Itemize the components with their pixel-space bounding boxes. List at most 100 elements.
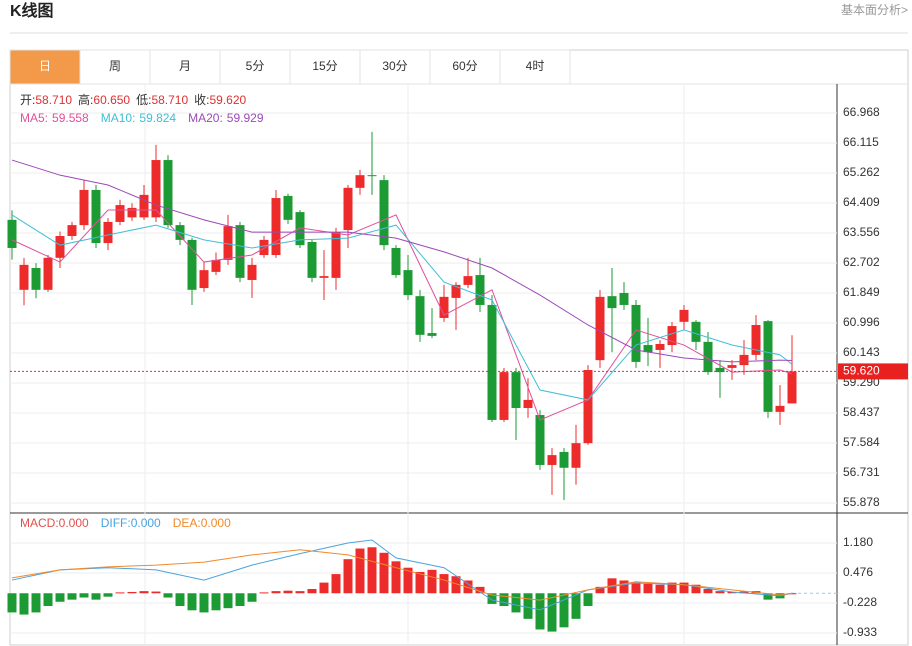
info-label: 开: [20, 93, 35, 107]
legend-value: 59.558 [52, 111, 89, 125]
candle-body [283, 195, 293, 220]
macd-bar [7, 593, 17, 613]
candle-body [211, 259, 221, 272]
macd-bar [739, 591, 749, 594]
series-line [11, 159, 793, 363]
macd-bar [139, 591, 149, 594]
tab-label: 30分 [382, 59, 407, 73]
candle-body [367, 175, 377, 177]
tab[interactable] [9, 49, 81, 85]
macd-bar [31, 593, 41, 613]
candle-body [67, 225, 77, 237]
legend-value: 59.824 [139, 111, 176, 125]
y-tick-label: 61.849 [843, 285, 880, 299]
y-tick-label: 62.702 [843, 255, 880, 269]
legend-value: 0.000 [131, 516, 161, 530]
macd-bar [583, 593, 593, 607]
macd-bar [271, 591, 281, 594]
macd-bar [703, 588, 713, 594]
y-tick-label: -0.933 [843, 625, 877, 639]
macd-bar [511, 593, 521, 613]
candle-body [319, 276, 329, 278]
macd-bar [643, 583, 653, 594]
macd-bar [499, 593, 509, 607]
candle-body [163, 160, 173, 226]
macd-bar [283, 590, 293, 594]
macd-bar [247, 593, 257, 602]
macd-bar [331, 574, 341, 594]
last-price-label: 59.620 [843, 364, 880, 378]
candle-body [271, 198, 281, 256]
candle-body [667, 326, 677, 346]
y-tick-label: 64.409 [843, 195, 880, 209]
tab[interactable] [429, 49, 501, 85]
candle-body [103, 221, 113, 244]
analysis-link[interactable]: 基本面分析> [841, 3, 908, 17]
candle-body [727, 365, 737, 368]
series-line [11, 209, 793, 421]
candle-body [43, 257, 53, 290]
tab[interactable] [499, 49, 571, 85]
macd-legend: MACD:0.000 DIFF:0.000 DEA:0.000 [20, 516, 231, 530]
ohlc-info: 开:58.710 高:60.650 低:58.710 收:59.620 [20, 92, 247, 107]
candle-body [115, 205, 125, 222]
candle-body [643, 345, 653, 353]
macd-bar [115, 592, 125, 594]
candle-body [595, 296, 605, 361]
macd-bar [631, 582, 641, 594]
macd-bar [307, 588, 317, 594]
macd-bar [223, 593, 233, 609]
candle-body [415, 296, 425, 335]
tab[interactable] [149, 49, 221, 85]
macd-bar [403, 567, 413, 594]
info-label: 高: [78, 92, 93, 107]
macd-bar [451, 576, 461, 594]
candle-body [499, 372, 509, 420]
macd-bar [367, 547, 377, 594]
candle-body [475, 275, 485, 305]
series-line [11, 539, 793, 611]
macd-bar [547, 593, 557, 632]
candle-body [739, 354, 749, 366]
macd-bar [127, 591, 137, 594]
tab-label: 周 [109, 59, 121, 73]
y-tick-label: 0.476 [843, 565, 873, 579]
macd-bar [55, 593, 65, 602]
macd-bar [163, 593, 173, 598]
y-tick-label: 65.262 [843, 165, 880, 179]
tab-label: 5分 [246, 59, 265, 73]
candle-body [55, 236, 65, 258]
y-tick-label: 55.878 [843, 495, 880, 509]
macd-bar [103, 593, 113, 597]
macd-bar [379, 552, 389, 594]
macd-bar [19, 593, 29, 615]
tab[interactable] [289, 49, 361, 85]
legend-value: 0.000 [201, 516, 231, 530]
tab[interactable] [219, 49, 291, 85]
y-tick-label: 60.996 [843, 315, 880, 329]
candle-body [307, 241, 317, 278]
macd-bar [175, 593, 185, 607]
macd-bar [391, 561, 401, 594]
candle-body [295, 212, 305, 246]
candle-body [151, 160, 161, 218]
info-value: 58.710 [151, 93, 188, 107]
macd-bar [535, 593, 545, 630]
legend-name: MA20: [188, 111, 223, 125]
tab[interactable] [359, 49, 431, 85]
legend-value: 59.929 [227, 111, 264, 125]
candle-body [7, 219, 17, 248]
tab-label: 日 [39, 59, 51, 73]
info-label: 低: [136, 93, 151, 107]
macd-bar [715, 591, 725, 594]
macd-bar [187, 593, 197, 611]
candle-body [511, 372, 521, 408]
candle-body [751, 324, 761, 355]
info-label: 收: [194, 93, 209, 107]
macd-bar [319, 582, 329, 594]
legend-name: DIFF: [101, 516, 131, 530]
candle-body [559, 451, 569, 468]
candle-body [235, 225, 245, 278]
macd-bar [91, 593, 101, 600]
macd-bar [475, 586, 485, 594]
